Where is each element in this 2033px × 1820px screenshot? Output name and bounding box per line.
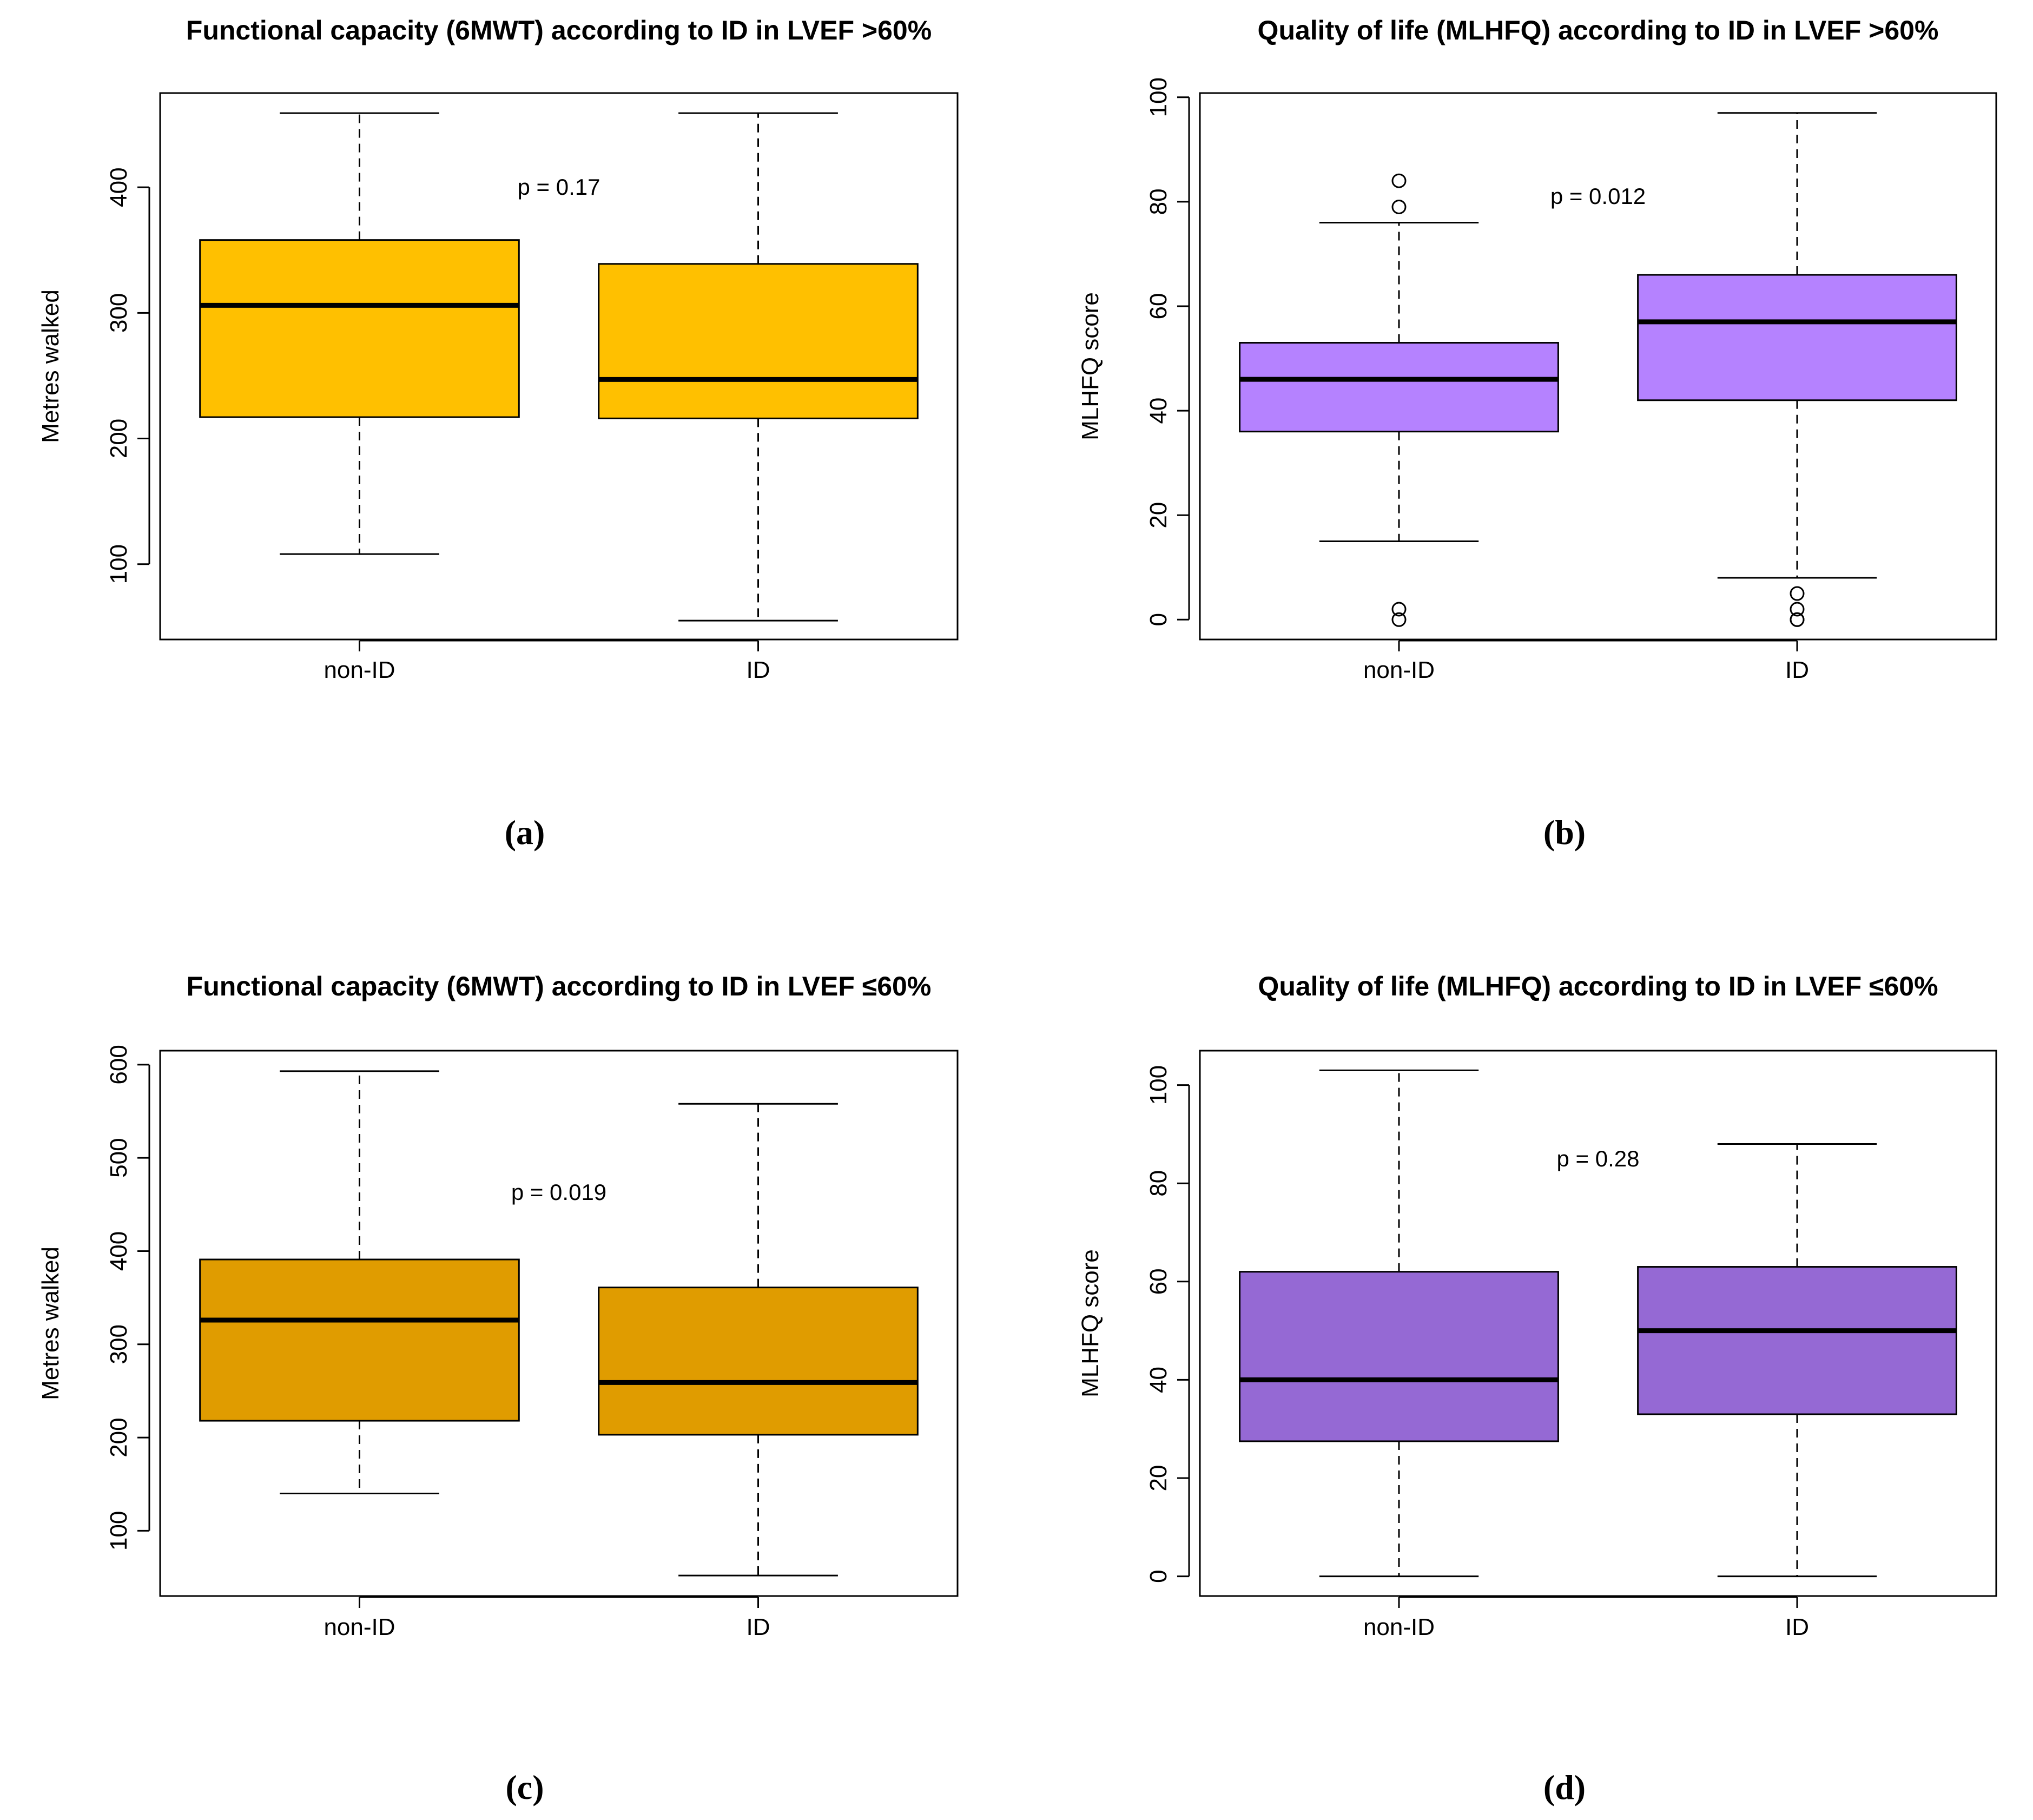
iqr-box	[199, 1258, 520, 1422]
chart-a: Functional capacity (6MWT) according to …	[37, 15, 959, 852]
iqr-box	[1239, 1271, 1559, 1442]
y-tick-label: 100	[105, 1511, 132, 1551]
x-tick-label: non-ID	[1363, 657, 1435, 683]
iqr-box	[598, 263, 919, 419]
x-tick-label: ID	[1785, 657, 1809, 683]
y-tick-label: 80	[1145, 1170, 1172, 1197]
box-ID	[598, 1103, 919, 1577]
y-tick-label: 20	[1145, 502, 1172, 529]
x-tick-label: ID	[1785, 1614, 1809, 1640]
box-ID	[1637, 112, 1957, 627]
outlier-point	[1391, 602, 1407, 617]
y-tick-label: 100	[1145, 1065, 1172, 1105]
y-tick-label: 100	[105, 544, 132, 584]
box-non-ID	[199, 1070, 520, 1494]
panel-label: (c)	[505, 1768, 544, 1806]
y-axis-label: Metres walked	[37, 1247, 64, 1400]
x-tick-label: ID	[747, 1614, 770, 1640]
outlier-point	[1391, 173, 1407, 188]
chart-title: Quality of life (MLHFQ) according to ID …	[1258, 15, 1939, 45]
outlier-point	[1391, 612, 1407, 627]
iqr-box	[1637, 1266, 1957, 1415]
box-non-ID	[1239, 173, 1559, 627]
outlier-point	[1790, 586, 1805, 601]
p-value-annotation: p = 0.28	[1557, 1146, 1640, 1171]
y-tick-label: 500	[105, 1138, 132, 1177]
outlier-point	[1391, 199, 1407, 214]
iqr-box	[598, 1287, 919, 1436]
y-tick-label: 80	[1145, 188, 1172, 215]
y-tick-label: 60	[1145, 293, 1172, 319]
y-tick-label: 0	[1145, 1570, 1172, 1582]
box-ID	[598, 112, 919, 622]
box-ID	[1637, 1143, 1957, 1578]
chart-title: Quality of life (MLHFQ) according to ID …	[1258, 971, 1938, 1001]
plot-frame	[1199, 92, 1997, 641]
chart-title: Functional capacity (6MWT) according to …	[186, 15, 932, 45]
plot-frame	[159, 92, 959, 641]
y-tick-label: 400	[105, 167, 132, 207]
iqr-box	[199, 239, 520, 418]
outlier-point	[1790, 612, 1805, 627]
chart-c: Functional capacity (6MWT) according to …	[37, 971, 959, 1806]
panel-label: (d)	[1543, 1768, 1586, 1806]
y-tick-label: 200	[105, 1417, 132, 1457]
y-tick-label: 40	[1145, 1367, 1172, 1393]
p-value-annotation: p = 0.17	[518, 174, 600, 200]
y-tick-label: 200	[105, 419, 132, 458]
y-axis-label: Metres walked	[37, 289, 64, 443]
outlier-point	[1790, 602, 1805, 617]
y-tick-label: 400	[105, 1231, 132, 1271]
p-value-annotation: p = 0.012	[1550, 183, 1646, 209]
x-tick-label: ID	[747, 657, 770, 683]
plot-frame	[159, 1050, 959, 1597]
iqr-box	[1637, 274, 1957, 401]
chart-title: Functional capacity (6MWT) according to …	[187, 971, 932, 1001]
chart-d: Quality of life (MLHFQ) according to ID …	[1077, 971, 1997, 1806]
plot-frame	[1199, 1050, 1997, 1597]
iqr-box	[1239, 342, 1559, 433]
y-tick-label: 60	[1145, 1268, 1172, 1295]
y-tick-label: 0	[1145, 613, 1172, 626]
y-tick-label: 20	[1145, 1465, 1172, 1492]
y-axis-label: MLHFQ score	[1077, 292, 1104, 440]
y-tick-label: 40	[1145, 398, 1172, 424]
y-axis-label: MLHFQ score	[1077, 1249, 1104, 1397]
p-value-annotation: p = 0.019	[511, 1179, 606, 1205]
y-tick-label: 300	[105, 1324, 132, 1364]
x-tick-label: non-ID	[1363, 1614, 1435, 1640]
box-non-ID	[199, 112, 520, 555]
y-tick-label: 100	[1145, 77, 1172, 117]
box-non-ID	[1239, 1069, 1559, 1578]
x-tick-label: non-ID	[324, 1614, 395, 1640]
y-tick-label: 300	[105, 293, 132, 333]
chart-b: Quality of life (MLHFQ) according to ID …	[1077, 15, 1997, 852]
x-tick-label: non-ID	[324, 657, 395, 683]
y-tick-label: 600	[105, 1045, 132, 1084]
panel-label: (b)	[1543, 813, 1586, 852]
panel-label: (a)	[505, 813, 545, 852]
